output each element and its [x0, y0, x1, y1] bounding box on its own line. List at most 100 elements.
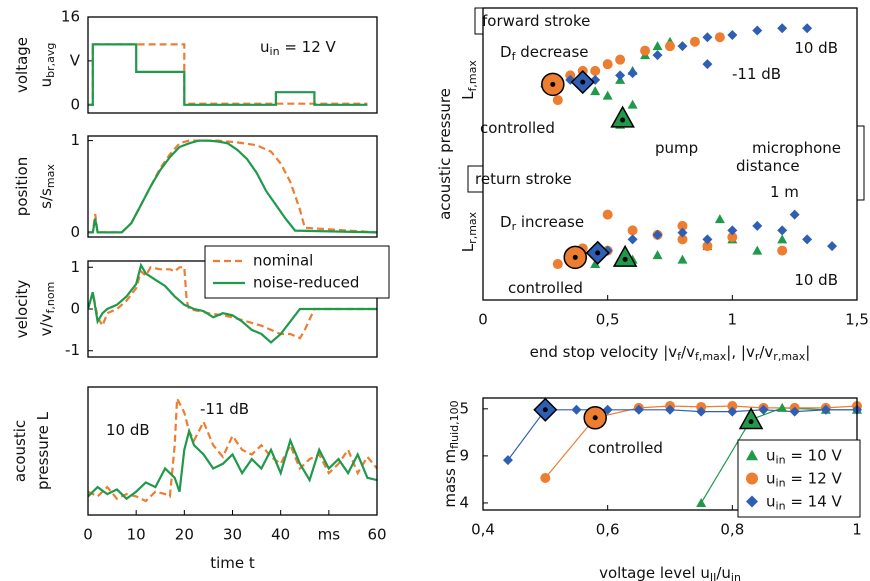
- text-part: L: [459, 91, 477, 100]
- text-part: distance: [736, 157, 800, 175]
- marker: [677, 41, 688, 52]
- marker: [552, 259, 563, 270]
- plot-area: [88, 136, 377, 237]
- text-part: u: [260, 38, 270, 56]
- marker: [777, 245, 788, 256]
- marker: [590, 259, 601, 269]
- legend-label: uin = 14 V: [766, 492, 843, 513]
- text-part: forward stroke: [482, 12, 590, 30]
- text-part: in: [776, 500, 786, 513]
- text-part: in: [731, 571, 741, 581]
- y-tick-label: 1: [70, 131, 80, 149]
- text-part: r,max: [466, 211, 479, 243]
- marker: [627, 234, 638, 245]
- text-part: voltage: [13, 37, 31, 93]
- text-part: u: [766, 492, 776, 510]
- marker: [540, 473, 551, 483]
- text-part: r,max: [773, 350, 805, 363]
- marker: [652, 41, 663, 51]
- x-tick-label: 0,4: [471, 521, 495, 539]
- marker: [652, 250, 663, 260]
- x-tick-label: 30: [223, 526, 242, 544]
- text-part: = 10 V: [786, 446, 843, 464]
- x-axis-label: voltage level uII/uin: [599, 564, 741, 581]
- text-part: f: [677, 350, 682, 363]
- y-axis-label: s/smax: [37, 164, 58, 209]
- y-axis-label: acoustic: [11, 420, 29, 482]
- plot-area: [88, 387, 377, 515]
- marker: [752, 245, 763, 255]
- text-part: 10 dB: [106, 421, 150, 439]
- y-axis-label: mass mfluid,100: [441, 400, 462, 507]
- x-tick-label: 40: [271, 526, 290, 544]
- annotation: controlled: [588, 439, 663, 457]
- marker: [738, 407, 764, 430]
- x-tick-label: 20: [175, 526, 194, 544]
- y-axis-label: position: [13, 157, 31, 216]
- marker: [746, 472, 758, 485]
- axis-frame: [87, 16, 378, 114]
- annotation: 1 m: [770, 183, 799, 201]
- text-part: f,max: [695, 350, 727, 363]
- marker: [571, 404, 582, 415]
- marker-center: [542, 407, 548, 413]
- text-part: |: [805, 343, 810, 361]
- x-tick-label: 0: [478, 311, 488, 329]
- marker: [552, 95, 563, 106]
- marker: [615, 54, 626, 65]
- marker: [746, 495, 758, 508]
- annotation: microphone: [752, 139, 841, 157]
- marker: [827, 241, 838, 252]
- y-tick-label: 5: [459, 399, 469, 417]
- y-tick-label: 0: [70, 223, 80, 241]
- marker: [727, 29, 738, 40]
- text-part: /v: [681, 343, 695, 361]
- series-line: [88, 43, 368, 106]
- series-line: [544, 405, 857, 479]
- marker: [677, 227, 688, 238]
- marker: [746, 449, 758, 461]
- text-part: /v: [759, 343, 773, 361]
- marker: [627, 225, 638, 236]
- text-part: in: [776, 477, 786, 490]
- axis-frame: [482, 7, 858, 301]
- annotation: Lf,max: [459, 60, 480, 100]
- annotation: controlled: [508, 279, 583, 297]
- marker: [696, 497, 707, 507]
- text-part: end stop velocity |v: [530, 343, 678, 361]
- x-axis-label: end stop velocity |vf/vf,max|, |vr/vr,ma…: [530, 343, 811, 364]
- marker: [633, 404, 644, 415]
- text-part: |, |v: [726, 343, 755, 361]
- text-part: return stroke: [475, 170, 572, 188]
- marker: [689, 36, 700, 47]
- y-tick-label: -1: [65, 341, 80, 359]
- legend-label: uin = 10 V: [766, 446, 843, 467]
- marker: [820, 404, 831, 415]
- text-part: r: [755, 350, 760, 363]
- series-line: [88, 427, 377, 501]
- x-tick-label: 60: [367, 526, 386, 544]
- marker-center: [620, 117, 626, 123]
- x-tick-label: 1,5: [845, 311, 869, 329]
- marker: [702, 32, 713, 43]
- axis-frame: [87, 386, 378, 516]
- text-part: L: [459, 243, 477, 252]
- legend-label: nominal: [253, 252, 313, 270]
- text-part: position: [13, 157, 31, 216]
- marker: [789, 406, 800, 417]
- marker-center: [595, 250, 601, 256]
- series-line: [88, 139, 377, 234]
- series-group: [88, 139, 377, 234]
- text-part: u: [766, 469, 776, 487]
- y-tick-label: 9: [459, 446, 469, 464]
- marker: [777, 23, 788, 34]
- text-part: fluid,100: [448, 400, 461, 448]
- marker: [590, 86, 601, 96]
- text-part: velocity: [13, 280, 31, 339]
- legend-box: [204, 245, 390, 299]
- text-part: increase: [516, 213, 584, 231]
- marker-center: [572, 254, 578, 260]
- marker: [727, 406, 738, 417]
- text-part: u: [37, 78, 55, 88]
- marker: [677, 220, 688, 231]
